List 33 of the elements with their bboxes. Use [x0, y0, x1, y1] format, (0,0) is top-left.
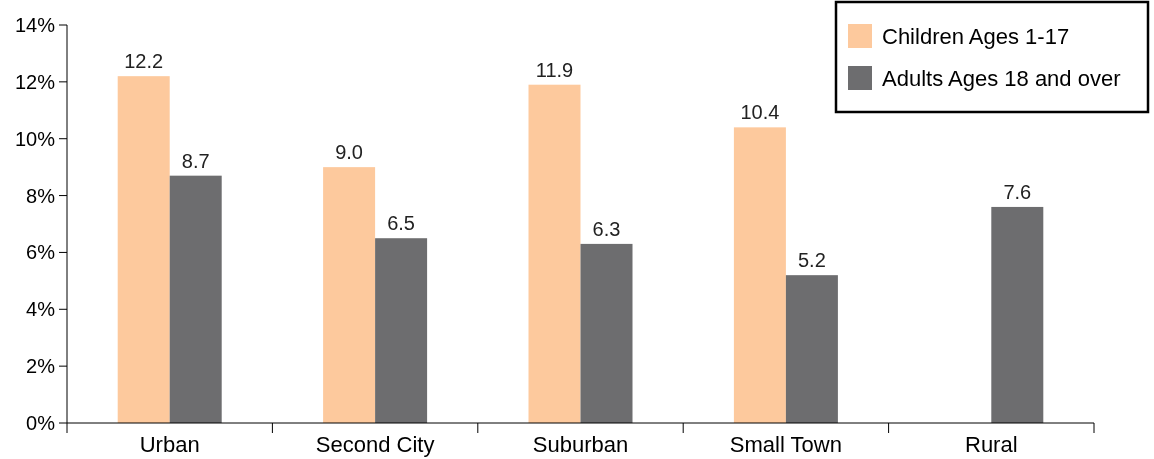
y-tick-label: 6% [26, 241, 56, 264]
y-tick-label: 10% [14, 127, 56, 150]
text: 11.9 [535, 58, 574, 81]
text: 9.0 [335, 141, 364, 164]
text: 7.6 [1003, 180, 1032, 203]
bar [991, 206, 1044, 423]
text: 12.2 [124, 50, 164, 73]
legend-label: Adults Ages 18 and over [882, 65, 1121, 91]
bar [785, 275, 838, 423]
text: 6.5 [387, 212, 416, 235]
bar [580, 243, 633, 423]
y-tick-label: 0% [26, 412, 56, 434]
text: 8.7 [181, 149, 210, 172]
text: 5.2 [797, 249, 826, 272]
x-tick-label: Urban [139, 432, 200, 457]
bar [528, 84, 581, 423]
y-tick-label: 12% [14, 70, 56, 93]
bar [323, 167, 376, 423]
x-tick-label: Rural [965, 432, 1018, 457]
y-tick-label: 14% [14, 14, 56, 36]
text: 10.4 [740, 101, 780, 124]
text: 6.3 [592, 217, 621, 240]
y-tick-label: 4% [26, 298, 56, 321]
bar [169, 175, 222, 423]
y-tick-label: 2% [26, 355, 56, 378]
y-tick-label: 8% [26, 184, 56, 207]
bar [733, 127, 786, 423]
bar [375, 238, 428, 423]
x-tick-label: Second City [315, 432, 435, 457]
x-tick-label: Suburban [532, 432, 629, 457]
bar [117, 76, 170, 423]
legend-label: Children Ages 1-17 [882, 23, 1070, 49]
x-tick-label: Small Town [729, 432, 842, 457]
